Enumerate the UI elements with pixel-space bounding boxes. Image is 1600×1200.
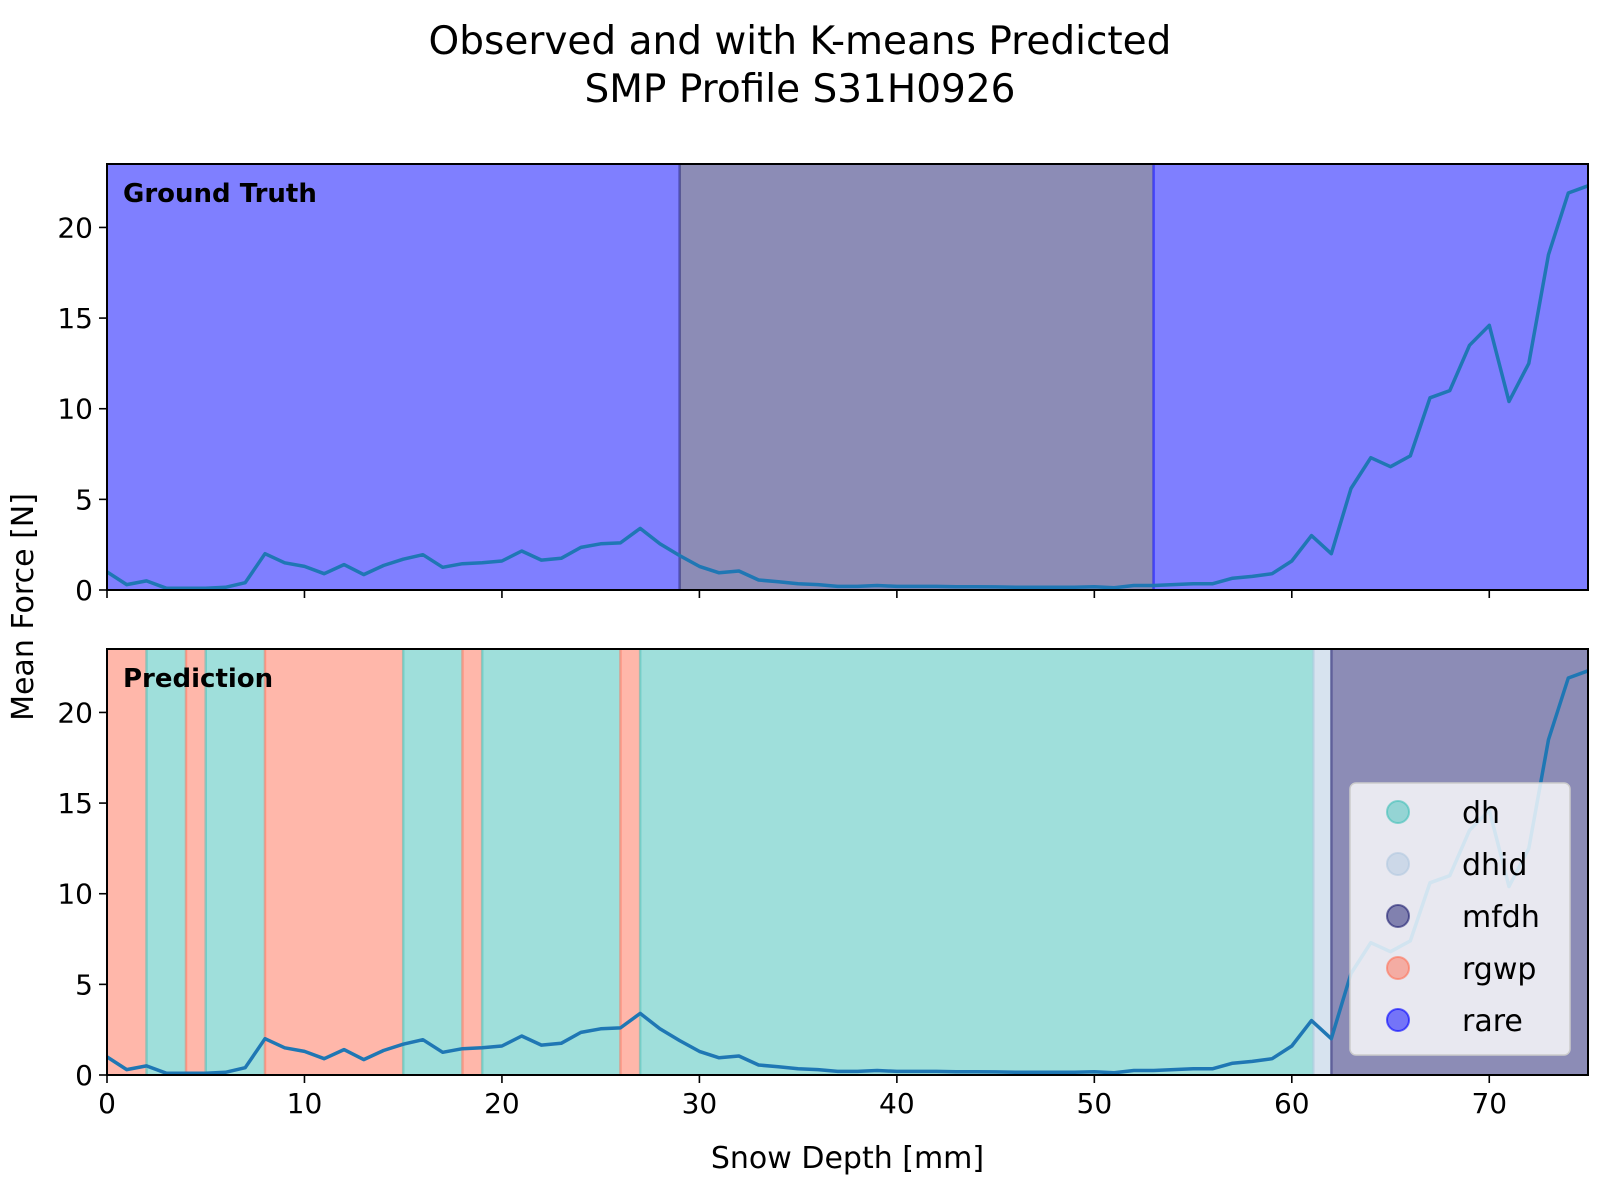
panel-label: Ground Truth xyxy=(123,179,317,209)
segment-dh xyxy=(146,649,186,1075)
segment-dh xyxy=(640,649,1314,1075)
y-tick-label: 10 xyxy=(57,393,93,426)
segment-dh xyxy=(205,649,265,1075)
segment-dh xyxy=(482,649,621,1075)
axes-frame xyxy=(106,163,1589,591)
legend-marker-dh xyxy=(1386,800,1410,824)
x-tick-label: 50 xyxy=(1077,1087,1113,1120)
segment-rgwp xyxy=(462,649,483,1075)
y-tick-label: 5 xyxy=(75,968,93,1001)
segment-rgwp xyxy=(620,649,641,1075)
force-series-line xyxy=(106,669,1589,1075)
x-tick-label: 10 xyxy=(287,1087,323,1120)
legend-box xyxy=(1349,782,1571,1056)
legend-label-mfdh: mfdh xyxy=(1462,900,1540,935)
y-axis-label: Mean Force [N] xyxy=(6,493,41,721)
chart-title-line-1: Observed and with K-means Predicted xyxy=(428,19,1172,64)
force-series-line xyxy=(106,184,1589,590)
x-tick-label: 30 xyxy=(682,1087,718,1120)
legend: dh dhid mfdh rgwp rare xyxy=(1349,782,1571,1056)
y-tick-label: 15 xyxy=(57,302,93,335)
segment-dhid xyxy=(1313,649,1332,1075)
y-tick-label: 20 xyxy=(57,696,93,729)
x-tick-label: 60 xyxy=(1274,1087,1310,1120)
legend-label-dhid: dhid xyxy=(1462,848,1527,883)
y-tick-label: 0 xyxy=(75,1059,93,1092)
legend-label-rgwp: rgwp xyxy=(1462,952,1536,987)
legend-marker-dhid xyxy=(1386,852,1410,876)
axes-frame xyxy=(106,648,1589,1076)
segment-dh xyxy=(403,649,463,1075)
segment-rgwp xyxy=(264,649,404,1075)
segment-rare xyxy=(1153,164,1588,590)
x-tick-label: 20 xyxy=(484,1087,520,1120)
panel-label: Prediction xyxy=(123,664,273,694)
panel-ground-truth: 0 5 10 15 20 Ground Truth xyxy=(57,163,1589,607)
x-axis-label: Snow Depth [mm] xyxy=(711,1141,984,1176)
legend-marker-mfdh xyxy=(1386,904,1410,928)
y-tick-label: 5 xyxy=(75,483,93,516)
x-tick-label: 70 xyxy=(1471,1087,1507,1120)
segment-mfdh xyxy=(679,164,1154,590)
legend-label-dh: dh xyxy=(1462,796,1500,831)
chart-title-line-2: SMP Profile S31H0926 xyxy=(584,67,1016,112)
legend-marker-rgwp xyxy=(1386,956,1410,980)
chart-title: Observed and with K-means Predicted SMP … xyxy=(0,18,1600,114)
segment-rare xyxy=(107,164,680,590)
y-tick-label: 10 xyxy=(57,878,93,911)
legend-label-rare: rare xyxy=(1462,1004,1523,1039)
legend-marker-rare xyxy=(1386,1008,1410,1032)
x-tick-label: 0 xyxy=(98,1087,116,1120)
segment-rgwp xyxy=(107,649,147,1075)
y-tick-label: 20 xyxy=(57,211,93,244)
y-tick-label: 0 xyxy=(75,574,93,607)
y-tick-label: 15 xyxy=(57,787,93,820)
x-tick-label: 40 xyxy=(879,1087,915,1120)
segment-rgwp xyxy=(185,649,206,1075)
